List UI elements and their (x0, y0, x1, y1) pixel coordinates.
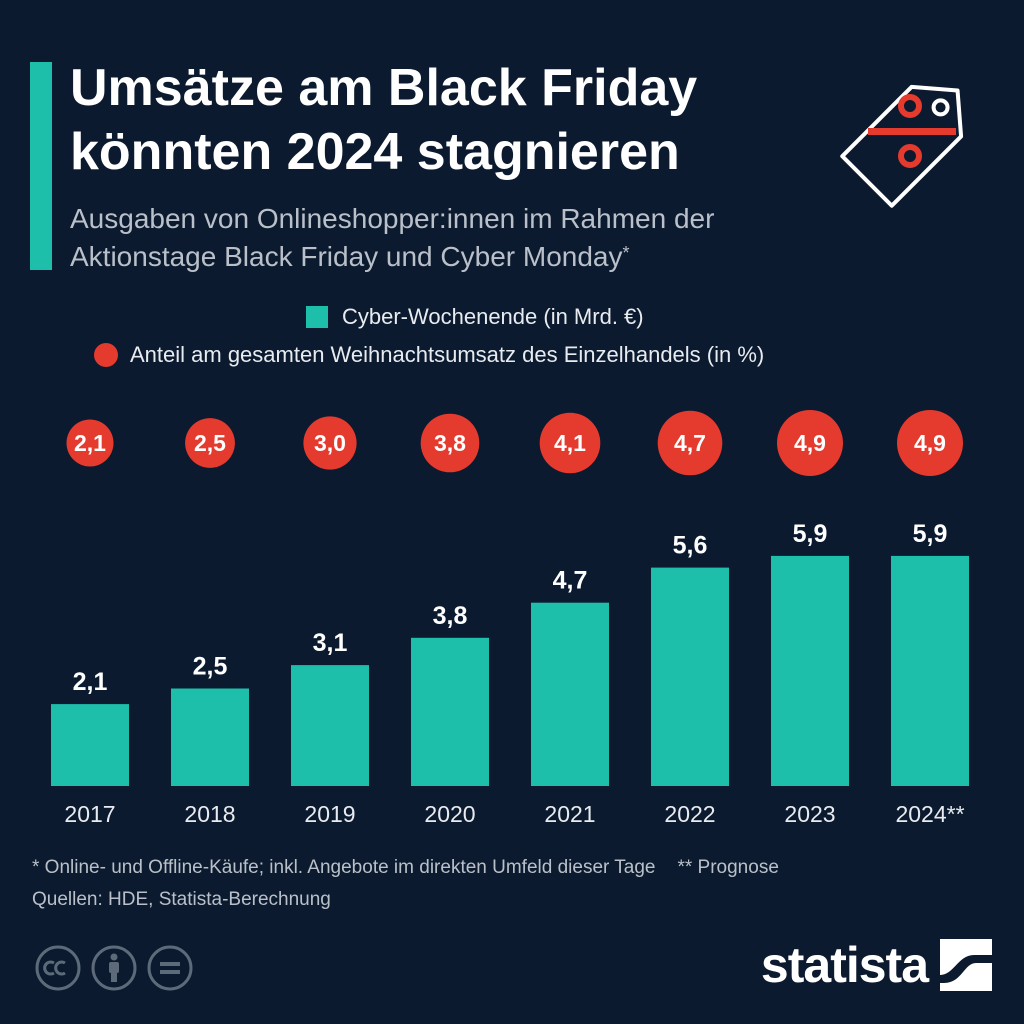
bar-value-label: 5,9 (913, 520, 948, 548)
bar-value-label: 3,8 (433, 602, 468, 630)
share-dot-label: 4,1 (554, 430, 586, 456)
x-tick-label: 2017 (64, 801, 115, 827)
title-accent-bar (30, 62, 52, 270)
share-dot-label: 4,7 (674, 430, 706, 456)
footnote-sources: Quellen: HDE, Statista-Berechnung (32, 889, 331, 910)
footnote-online-offline: * Online- und Offline-Käufe; inkl. Angeb… (32, 857, 656, 878)
cc-icon[interactable] (34, 944, 82, 992)
revenue-bar (891, 555, 969, 786)
revenue-bar (171, 688, 249, 786)
x-tick-label: 2018 (184, 801, 235, 827)
share-dot (303, 416, 357, 470)
legend-swatch-dots (94, 343, 118, 367)
attribution-icon[interactable] (90, 944, 138, 992)
footnote-prognose: ** Prognose (677, 857, 779, 878)
legend-label-dots: Anteil am gesamten Weihnachtsumsatz des … (130, 342, 765, 367)
share-dot-label: 4,9 (914, 430, 946, 456)
bar-value-label: 2,5 (193, 653, 228, 681)
chart-title: Umsätze am Black Friday könnten 2024 sta… (70, 59, 698, 181)
share-dot (539, 412, 601, 474)
bar-value-label: 3,1 (313, 629, 348, 657)
share-dot (657, 410, 723, 476)
share-dot-label: 3,8 (434, 430, 466, 456)
revenue-bar (651, 567, 729, 786)
statista-brand[interactable]: statista (761, 936, 992, 994)
share-dot (777, 410, 843, 476)
bar-value-label: 5,9 (793, 520, 828, 548)
share-dot (420, 413, 480, 473)
footnote-line-1: * Online- und Offline-Käufe; inkl. Angeb… (32, 852, 779, 884)
x-tick-label: 2019 (304, 801, 355, 827)
legend-item-bars: Cyber-Wochenende (in Mrd. €) (306, 304, 644, 330)
revenue-bar (51, 704, 129, 786)
x-tick-label: 2021 (544, 801, 595, 827)
x-tick-label: 2020 (424, 801, 475, 827)
share-dot-label: 4,9 (794, 430, 826, 456)
revenue-bar (291, 665, 369, 786)
revenue-bar (771, 555, 849, 786)
legend-label-bars: Cyber-Wochenende (in Mrd. €) (342, 304, 644, 329)
statista-logo-icon (940, 939, 992, 991)
revenue-bar (411, 637, 489, 786)
share-dot (897, 410, 963, 476)
bar-value-label: 2,1 (73, 668, 108, 696)
bar-value-label: 4,7 (553, 567, 588, 595)
share-dot-label: 2,1 (74, 430, 106, 456)
legend-swatch-bars (306, 306, 328, 328)
license-icons (34, 944, 194, 992)
x-tick-label: 2024** (895, 801, 964, 827)
share-dot-label: 3,0 (314, 430, 346, 456)
price-tag-percent-icon (840, 84, 964, 208)
subtitle-footnote-mark: * (622, 243, 630, 263)
share-dot (185, 418, 235, 468)
x-tick-label: 2023 (784, 801, 835, 827)
share-dot (66, 419, 114, 467)
footnotes: * Online- und Offline-Käufe; inkl. Angeb… (32, 852, 779, 916)
subtitle-text: Ausgaben von Onlineshopper:innen im Rahm… (70, 203, 715, 272)
x-tick-label: 2022 (664, 801, 715, 827)
chart-subtitle: Ausgaben von Onlineshopper:innen im Rahm… (70, 200, 830, 276)
bar-chart: 2,1 2,1 2017 2,5 2,5 2018 3,0 3,1 2019 3,8 3,8 2020… (51, 410, 969, 827)
share-dot-label: 2,5 (194, 430, 226, 456)
bar-value-label: 5,6 (673, 532, 708, 560)
brand-wordmark: statista (760, 937, 929, 993)
revenue-bar (531, 602, 609, 786)
no-derivatives-icon[interactable] (146, 944, 194, 992)
legend-item-dots: Anteil am gesamten Weihnachtsumsatz des … (94, 342, 764, 368)
